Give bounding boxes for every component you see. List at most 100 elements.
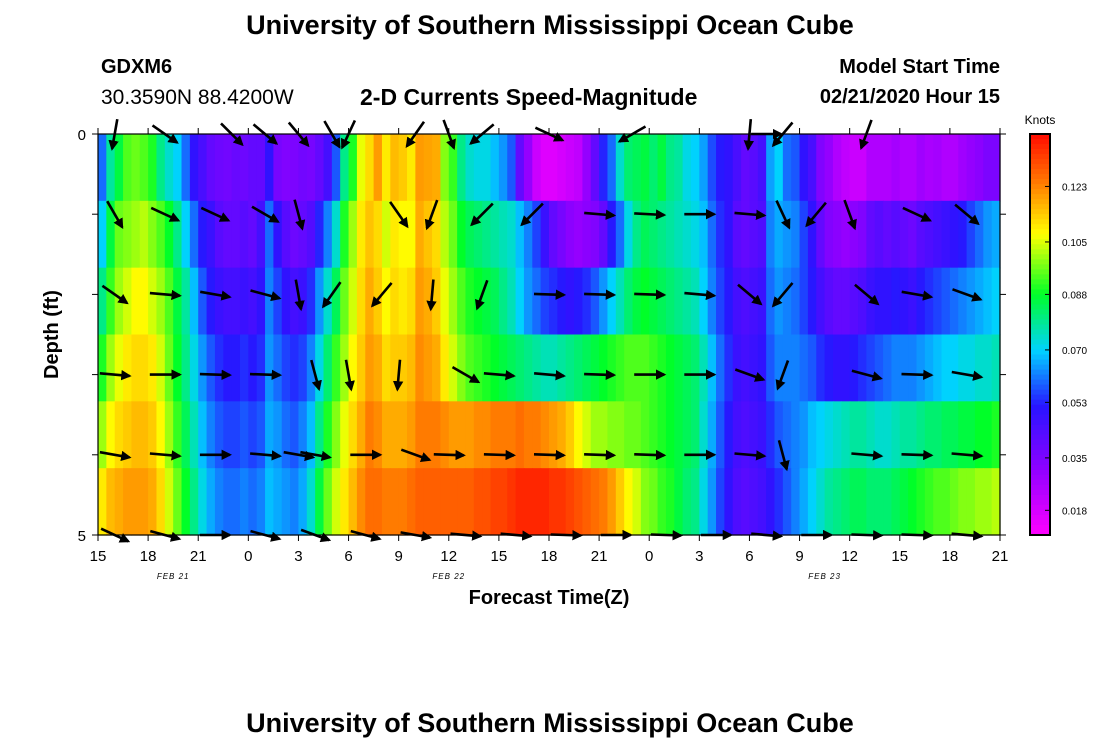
heatmap-cell <box>549 134 558 202</box>
colorbar-segment <box>1030 524 1050 531</box>
heatmap-cell <box>974 334 984 402</box>
heatmap-cell <box>741 134 751 202</box>
heatmap-cell <box>323 134 333 202</box>
heatmap-cell <box>732 267 742 336</box>
colorbar-segment <box>1030 514 1050 521</box>
heatmap-cell <box>290 267 300 336</box>
heatmap-cell <box>448 468 458 536</box>
heatmap-cell <box>457 200 467 269</box>
colorbar-segment <box>1030 329 1050 336</box>
heatmap-cell <box>699 468 709 536</box>
heatmap-cell <box>248 468 258 536</box>
heatmap-cell <box>390 401 400 469</box>
colorbar-segment <box>1030 209 1050 215</box>
heatmap-cell <box>599 200 609 269</box>
heatmap-cell <box>949 334 959 402</box>
heatmap-cell <box>198 134 208 202</box>
current-vector-arrow <box>533 369 566 381</box>
colorbar-segment <box>1030 409 1050 416</box>
heatmap-cell <box>181 401 191 469</box>
heatmap-cell <box>674 468 684 536</box>
current-vector-arrow <box>734 368 766 382</box>
heatmap-cell <box>607 334 617 402</box>
heatmap-cell <box>306 200 316 269</box>
heatmap-cell <box>398 334 408 402</box>
colorbar-segment <box>1030 229 1050 235</box>
heatmap-cell <box>540 200 550 269</box>
heatmap-cell <box>858 200 867 269</box>
heatmap-cell <box>156 200 166 269</box>
heatmap-cell <box>615 134 625 202</box>
heatmap-cell <box>983 134 993 202</box>
heatmap-cell <box>557 267 567 336</box>
heatmap-cell <box>490 267 500 336</box>
heatmap-cell <box>924 468 934 536</box>
current-vector-arrow <box>101 284 129 305</box>
heatmap-cell <box>707 200 717 269</box>
colorbar-segment <box>1030 289 1050 295</box>
heatmap-cell <box>189 468 199 536</box>
heatmap-cell <box>515 468 525 536</box>
heatmap-cell <box>632 134 642 202</box>
heatmap-cell <box>156 134 166 202</box>
heatmap-cell <box>131 401 141 469</box>
heatmap-cell <box>749 468 759 536</box>
heatmap-cell <box>799 468 809 536</box>
heatmap-cell <box>473 334 483 402</box>
heatmap-cell <box>440 200 450 269</box>
heatmap-cell <box>440 267 450 336</box>
current-vector-arrow <box>634 289 667 300</box>
heatmap-cell <box>490 401 500 469</box>
heatmap-cell <box>924 134 934 202</box>
heatmap-cell <box>432 134 442 202</box>
heatmap-cell <box>106 267 116 336</box>
heatmap-cell <box>356 134 366 202</box>
heatmap-cell <box>498 334 508 402</box>
heatmap-cell <box>173 334 183 402</box>
heatmap-cell <box>315 468 325 536</box>
current-vector-arrow <box>483 369 516 381</box>
heatmap-cell <box>356 334 366 402</box>
heatmap-cell <box>824 401 834 469</box>
x-tick-label: 15 <box>90 548 107 565</box>
heatmap-cell <box>807 401 817 469</box>
heatmap-cell <box>732 334 742 402</box>
heatmap-cell <box>131 468 141 536</box>
heatmap-cell <box>949 200 959 269</box>
heatmap-cell <box>724 334 734 402</box>
heatmap-cell <box>340 401 350 469</box>
heatmap-cell <box>448 267 458 336</box>
heatmap-cell <box>465 334 475 402</box>
heatmap-cell <box>707 134 717 202</box>
colorbar-segment <box>1030 169 1050 175</box>
colorbar-segment <box>1030 499 1050 506</box>
heatmap-cell <box>482 200 492 269</box>
current-vector-arrow <box>684 289 717 301</box>
heatmap-cell <box>807 468 817 536</box>
heatmap-cell <box>716 468 725 536</box>
heatmap-cell <box>699 267 709 336</box>
heatmap-cell <box>98 401 107 469</box>
colorbar-segment <box>1030 199 1050 205</box>
current-vector-arrow <box>954 203 980 226</box>
heatmap-cell <box>933 401 943 469</box>
heatmap-cell <box>849 468 859 536</box>
heatmap-cell <box>131 200 141 269</box>
x-tick-label: 0 <box>645 548 653 565</box>
heatmap-cell <box>791 267 801 336</box>
current-vector-arrow <box>199 290 232 301</box>
heatmap-cell <box>549 267 558 336</box>
heatmap-cell <box>732 134 742 202</box>
heatmap-cell <box>649 401 659 469</box>
heatmap-cell <box>231 200 241 269</box>
heatmap-cell <box>315 134 325 202</box>
colorbar-segment <box>1030 334 1050 341</box>
heatmap-cell <box>532 200 542 269</box>
heatmap-cell <box>298 401 308 469</box>
heatmap-cell <box>924 200 934 269</box>
heatmap-cell <box>214 134 224 202</box>
heatmap-cell <box>974 267 984 336</box>
heatmap-cell <box>966 267 976 336</box>
heatmap-cell <box>331 200 341 269</box>
colorbar-segment <box>1030 424 1050 431</box>
